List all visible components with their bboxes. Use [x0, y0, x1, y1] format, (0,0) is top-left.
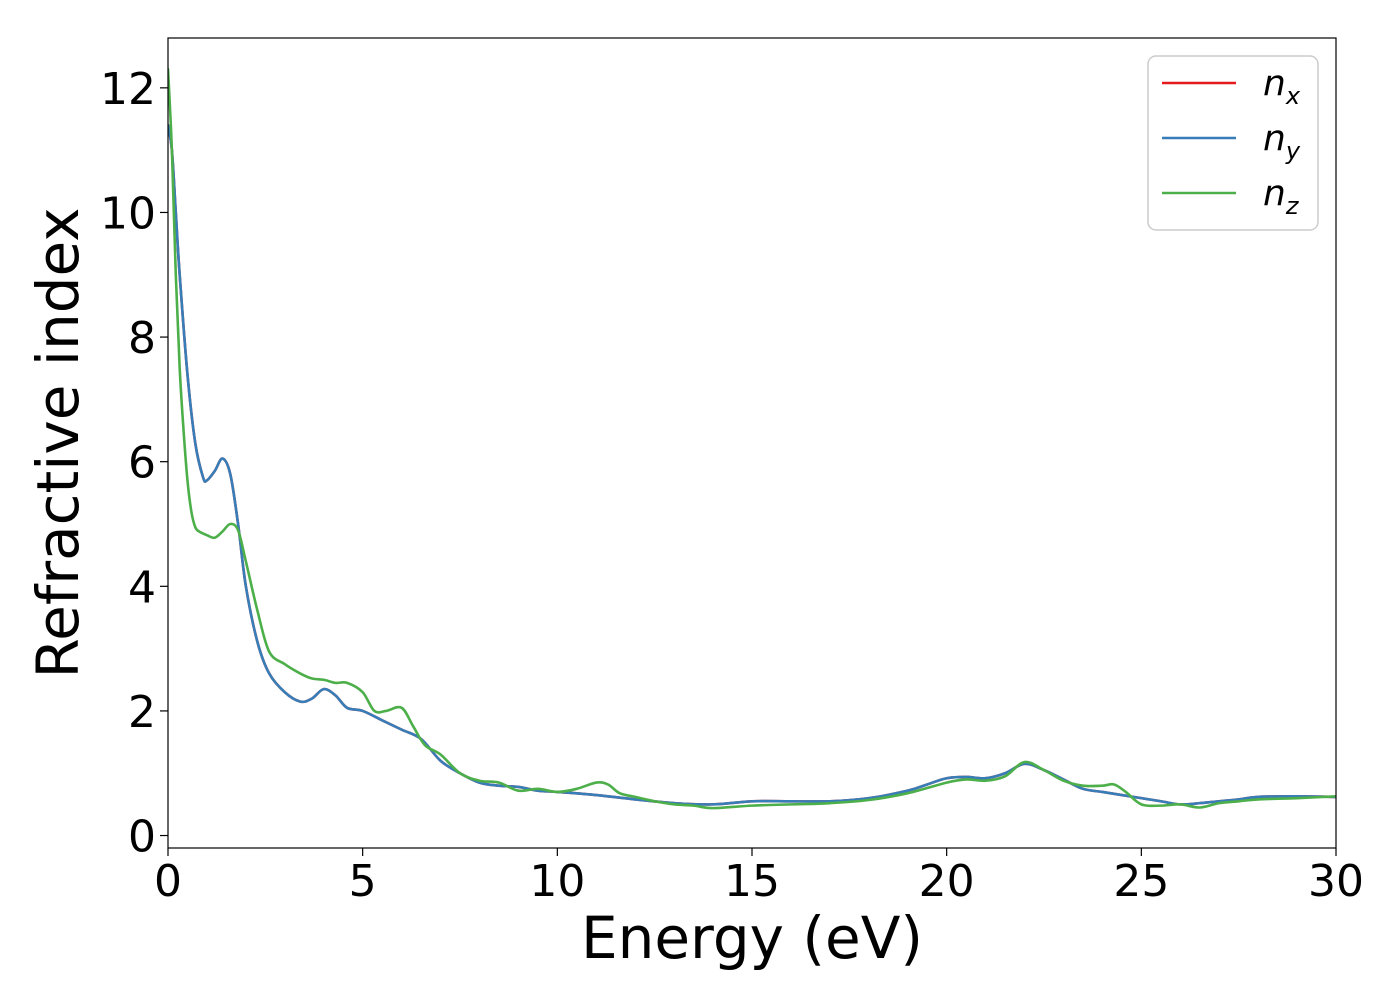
- y-tick-label: 6: [128, 438, 156, 489]
- legend-box: [1147, 55, 1319, 231]
- legend-label-subscript: z: [1285, 192, 1300, 220]
- y-tick-label: 4: [128, 562, 156, 613]
- x-tick-label: 20: [919, 856, 975, 907]
- y-tick-label: 0: [128, 812, 156, 863]
- legend-label-ny: ny: [1263, 118, 1301, 165]
- legend-label-nx: nx: [1263, 63, 1301, 110]
- legend-label-subscript: y: [1285, 137, 1301, 165]
- series-layer: [168, 67, 1336, 810]
- series-line-nz: [168, 67, 1336, 810]
- legend-label-main: n: [1263, 63, 1286, 104]
- legend-label-nz: nz: [1263, 173, 1300, 220]
- series-line-ny: [168, 123, 1336, 806]
- y-axis-title: Refractive index: [24, 207, 92, 678]
- x-axis-title: Energy (eV): [581, 904, 923, 972]
- x-tick-label: 15: [724, 856, 780, 907]
- legend-label-main: n: [1263, 173, 1286, 214]
- y-tick-label: 8: [128, 313, 156, 364]
- legend-label-subscript: x: [1285, 82, 1301, 110]
- x-tick-label: 25: [1113, 856, 1169, 907]
- y-tick-label: 2: [128, 687, 156, 738]
- x-tick-label: 0: [154, 856, 182, 907]
- x-tick-label: 10: [529, 856, 585, 907]
- y-tick-label: 10: [100, 188, 156, 239]
- x-axis: 0 5 10 15 20 25 30: [154, 848, 1364, 907]
- y-axis: 0 2 4 6 8 10 12: [100, 64, 168, 863]
- y-tick-label: 12: [100, 64, 156, 115]
- legend-label-main: n: [1263, 118, 1286, 159]
- x-tick-label: 5: [349, 856, 377, 907]
- x-tick-label: 30: [1308, 856, 1364, 907]
